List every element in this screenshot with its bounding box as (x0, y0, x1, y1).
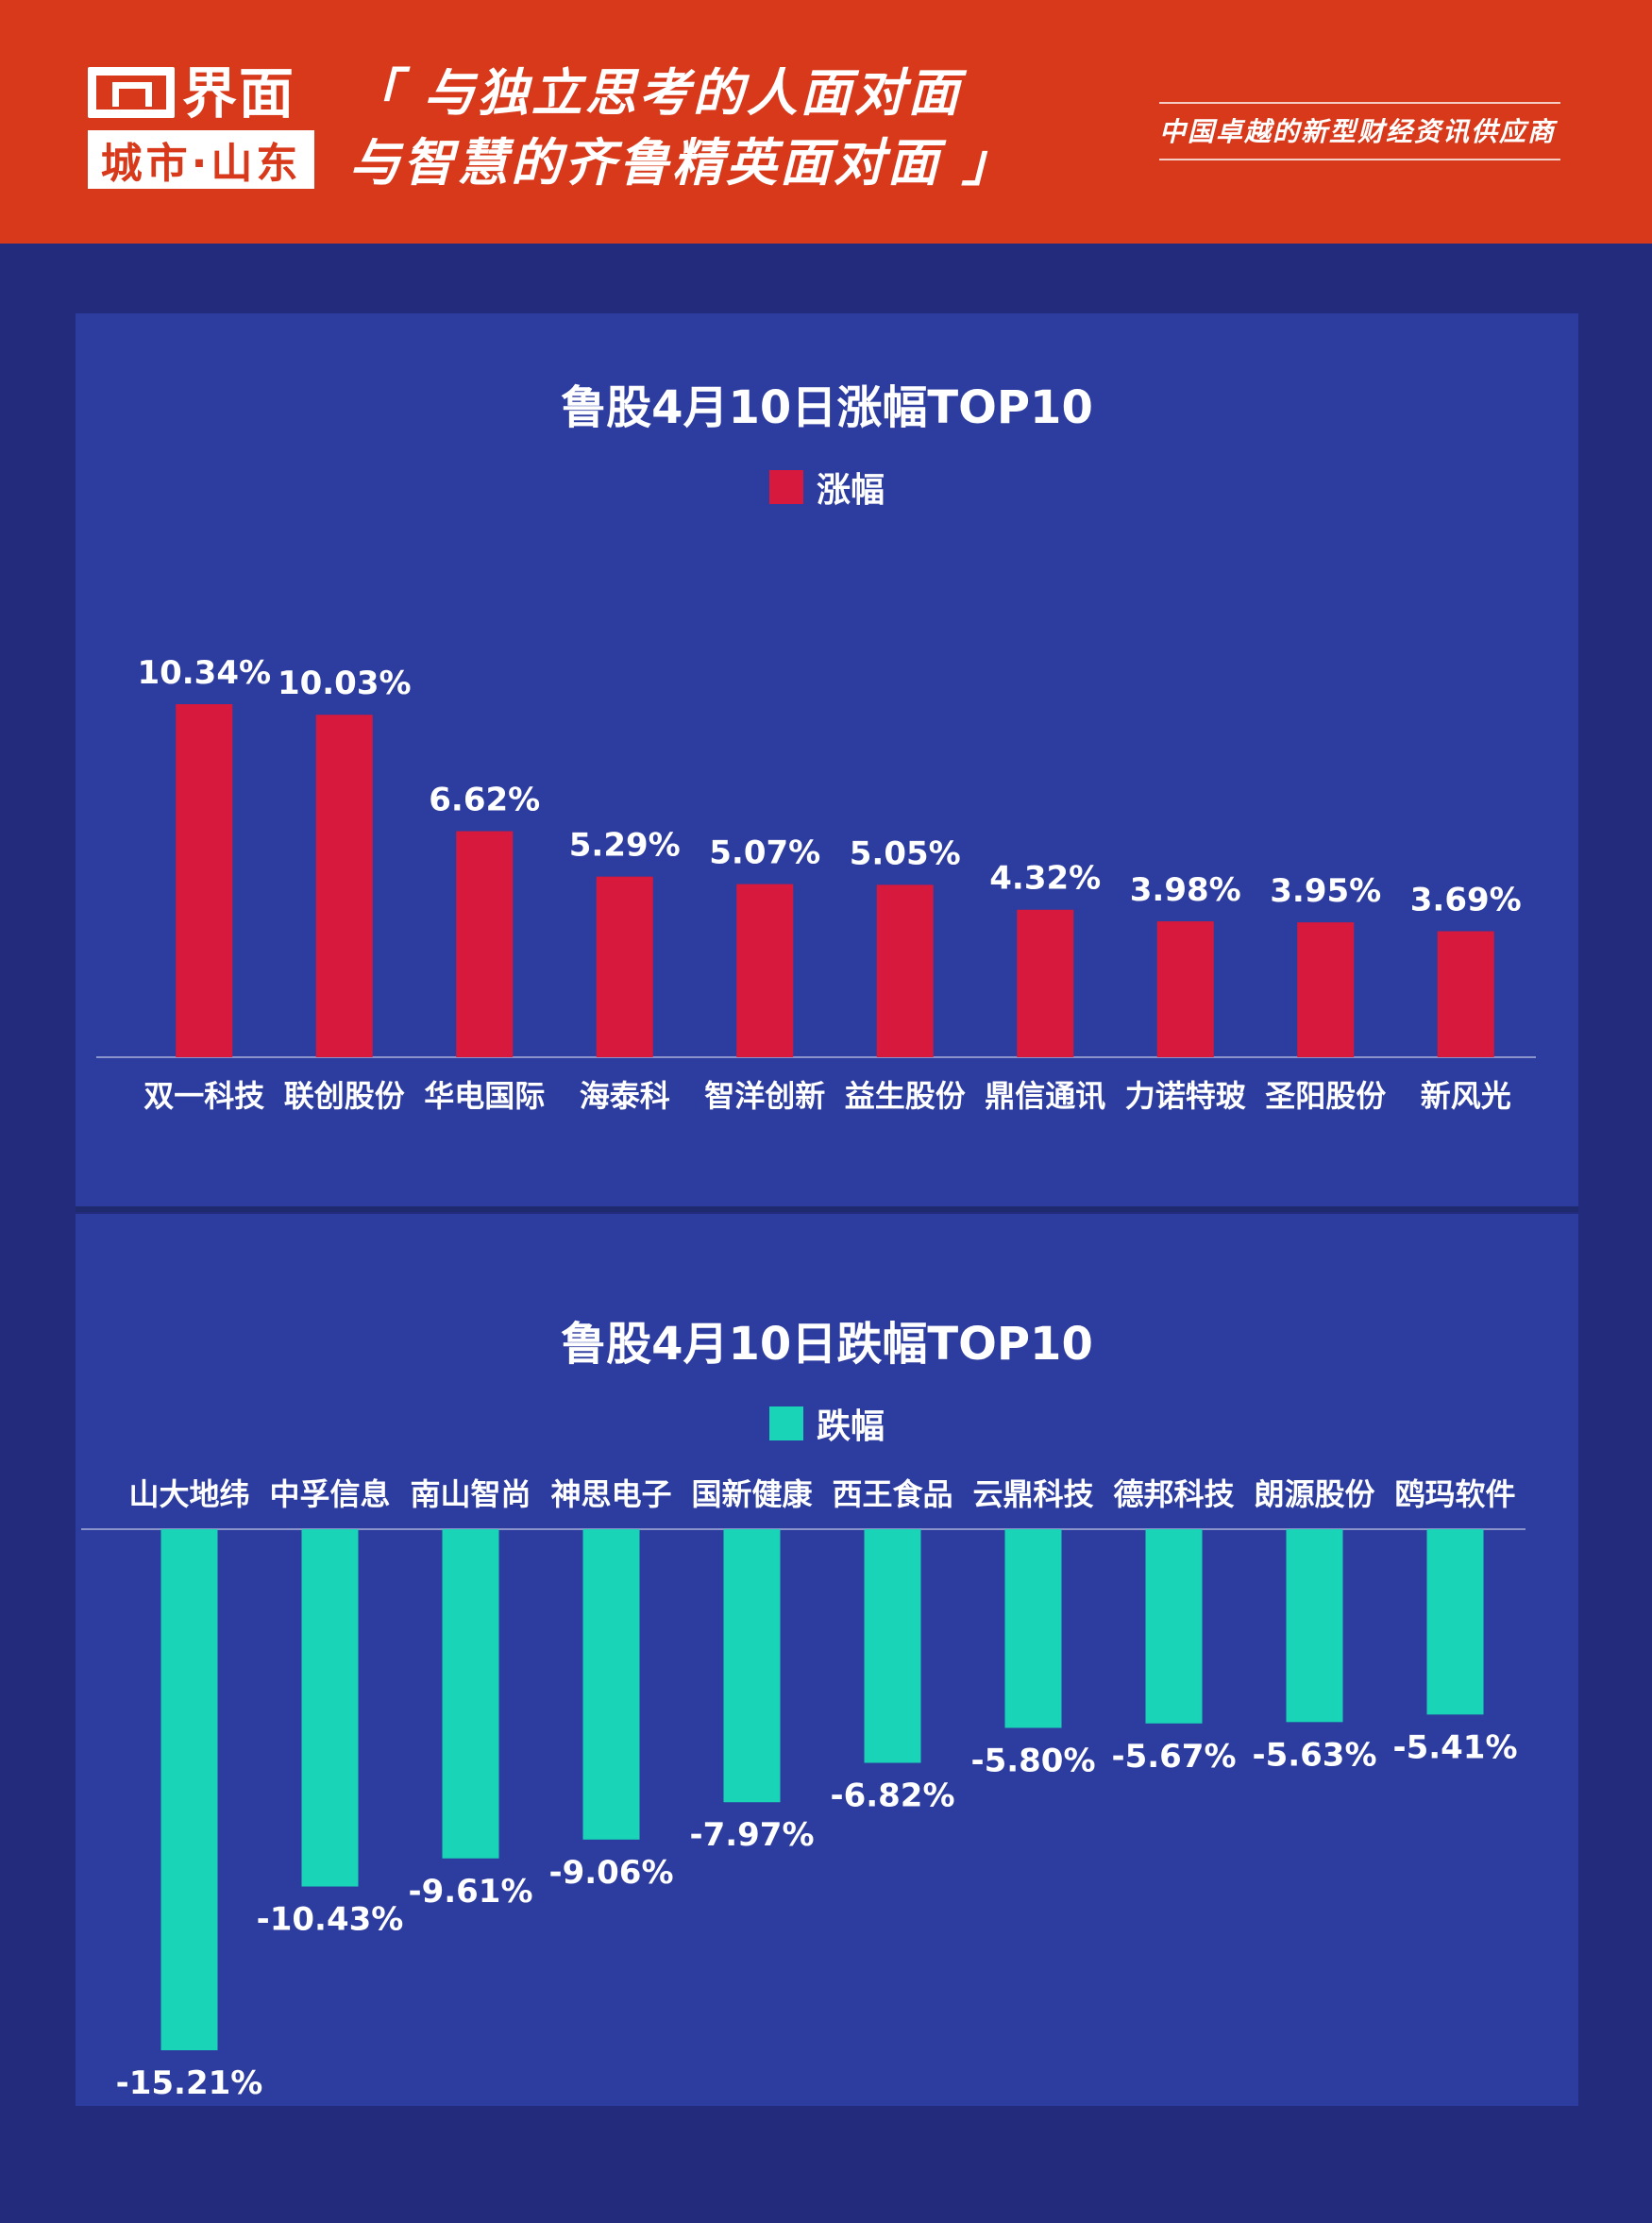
gain-bar-7 (1017, 909, 1074, 1057)
panel-divider (76, 1206, 1578, 1212)
loss-value-label-5: -7.97% (689, 1816, 814, 1854)
loss-value-label-7: -5.80% (970, 1742, 1095, 1779)
gain-bar-8 (1156, 921, 1214, 1057)
loss-value-label-3: -9.61% (408, 1873, 532, 1911)
logo-subtitle: 城市·山东 (88, 130, 314, 189)
loss-value-label-2: -10.43% (257, 1901, 404, 1939)
gain-value-label-3: 6.62% (429, 782, 540, 819)
loss-category-label-10: 鸥玛软件 (1394, 1476, 1515, 1512)
brand-logo: 界面 城市·山东 (88, 60, 314, 189)
loss-category-label-6: 西王食品 (832, 1476, 952, 1512)
gain-bar-4 (596, 876, 653, 1057)
loss-bar-1 (160, 1529, 218, 2050)
loss-value-label-8: -5.67% (1111, 1738, 1236, 1776)
loss-bar-2 (301, 1529, 359, 1887)
gain-value-label-4: 5.29% (569, 827, 681, 865)
gain-category-label-10: 新风光 (1421, 1078, 1511, 1114)
loss-bar-7 (1004, 1529, 1062, 1728)
tagline: 中国卓越的新型财经资讯供应商 (1159, 102, 1560, 160)
logo-text: 界面 (182, 61, 296, 126)
loss-bar-10 (1426, 1529, 1484, 1715)
loss-legend-swatch (768, 1406, 803, 1440)
gain-category-label-7: 鼎信通讯 (985, 1078, 1105, 1114)
gain-value-label-7: 4.32% (989, 860, 1101, 898)
loss-legend-label: 跌幅 (816, 1407, 885, 1446)
gain-category-label-5: 智洋创新 (704, 1078, 825, 1114)
slogan-line-2: 与智慧的齐鲁精英面对面 」 (349, 133, 1016, 193)
loss-category-label-8: 德邦科技 (1113, 1476, 1234, 1512)
gain-bar-6 (876, 884, 934, 1057)
gain-chart-title: 鲁股4月10日涨幅TOP10 (561, 381, 1093, 434)
loss-bar-8 (1145, 1529, 1203, 1724)
loss-bar-6 (864, 1529, 921, 1763)
loss-category-label-9: 朗源股份 (1254, 1476, 1374, 1512)
loss-value-label-9: -5.63% (1252, 1736, 1376, 1774)
gain-value-label-10: 3.69% (1410, 882, 1522, 919)
gain-category-label-1: 双一科技 (143, 1078, 264, 1114)
gain-value-label-8: 3.98% (1130, 871, 1241, 909)
gain-category-label-6: 益生股份 (845, 1078, 966, 1114)
gain-legend: 涨幅 (76, 463, 1578, 512)
gain-category-label-8: 力诺特玻 (1125, 1078, 1246, 1114)
loss-bar-5 (723, 1529, 781, 1803)
loss-legend: 跌幅 (76, 1399, 1578, 1448)
loss-category-label-2: 中孚信息 (269, 1476, 390, 1512)
loss-chart-panel: 鲁股4月10日跌幅TOP10 跌幅 -15.21% 山大地纬 -10.43% 中孚信息… (76, 1214, 1578, 2106)
gain-legend-swatch (768, 470, 803, 504)
gain-category-label-2: 联创股份 (284, 1078, 405, 1114)
loss-category-label-5: 国新健康 (691, 1476, 813, 1512)
gain-bar-10 (1437, 931, 1494, 1057)
loss-value-label-6: -6.82% (830, 1777, 954, 1815)
loss-bar-4 (582, 1529, 640, 1840)
gain-value-label-6: 5.05% (850, 834, 961, 872)
logo-mark-icon (88, 65, 182, 122)
gain-category-label-4: 海泰科 (580, 1078, 670, 1114)
loss-bar-9 (1286, 1529, 1343, 1723)
header-banner: 界面 城市·山东 「 与独立思考的人面对面 与智慧的齐鲁精英面对面 」 中国卓越… (0, 0, 1652, 244)
loss-chart-title: 鲁股4月10日跌幅TOP10 (561, 1318, 1093, 1371)
gain-legend-label: 涨幅 (816, 471, 885, 510)
loss-bar-chart: -15.21% 山大地纬 -10.43% 中孚信息 -9.61% 南山智尚 -9.06% 神思… (81, 1476, 1526, 2102)
gain-bar-1 (176, 704, 233, 1057)
slogan: 「 与独立思考的人面对面 与智慧的齐鲁精英面对面 」 (349, 59, 1016, 198)
gain-chart-panel: 鲁股4月10日涨幅TOP10 涨幅 10.34% 双一科技 10.03% 联创股份 6.… (76, 313, 1578, 1206)
gain-value-label-1: 10.34% (137, 654, 271, 692)
gain-value-label-5: 5.07% (709, 834, 820, 872)
gain-value-label-2: 10.03% (278, 665, 412, 702)
loss-value-label-1: -15.21% (116, 2064, 263, 2102)
gain-value-label-9: 3.95% (1270, 872, 1381, 910)
slogan-line-1: 「 与独立思考的人面对面 (349, 63, 962, 123)
loss-category-label-4: 神思电子 (550, 1476, 671, 1512)
gain-bar-chart: 10.34% 双一科技 10.03% 联创股份 6.62% 华电国际 5.29% 海泰科 5.0… (96, 654, 1536, 1114)
loss-bar-3 (442, 1529, 499, 1859)
gain-category-label-9: 圣阳股份 (1265, 1078, 1386, 1114)
gain-bar-5 (736, 884, 794, 1057)
loss-value-label-4: -9.06% (548, 1854, 673, 1892)
gain-bar-9 (1297, 922, 1355, 1057)
gain-category-label-3: 华电国际 (424, 1078, 545, 1114)
loss-category-label-7: 云鼎科技 (972, 1476, 1093, 1512)
gain-bar-2 (315, 715, 373, 1057)
loss-category-label-1: 山大地纬 (128, 1476, 249, 1512)
loss-value-label-10: -5.41% (1392, 1728, 1517, 1766)
gain-bar-3 (456, 831, 514, 1057)
loss-category-label-3: 南山智尚 (410, 1476, 531, 1512)
